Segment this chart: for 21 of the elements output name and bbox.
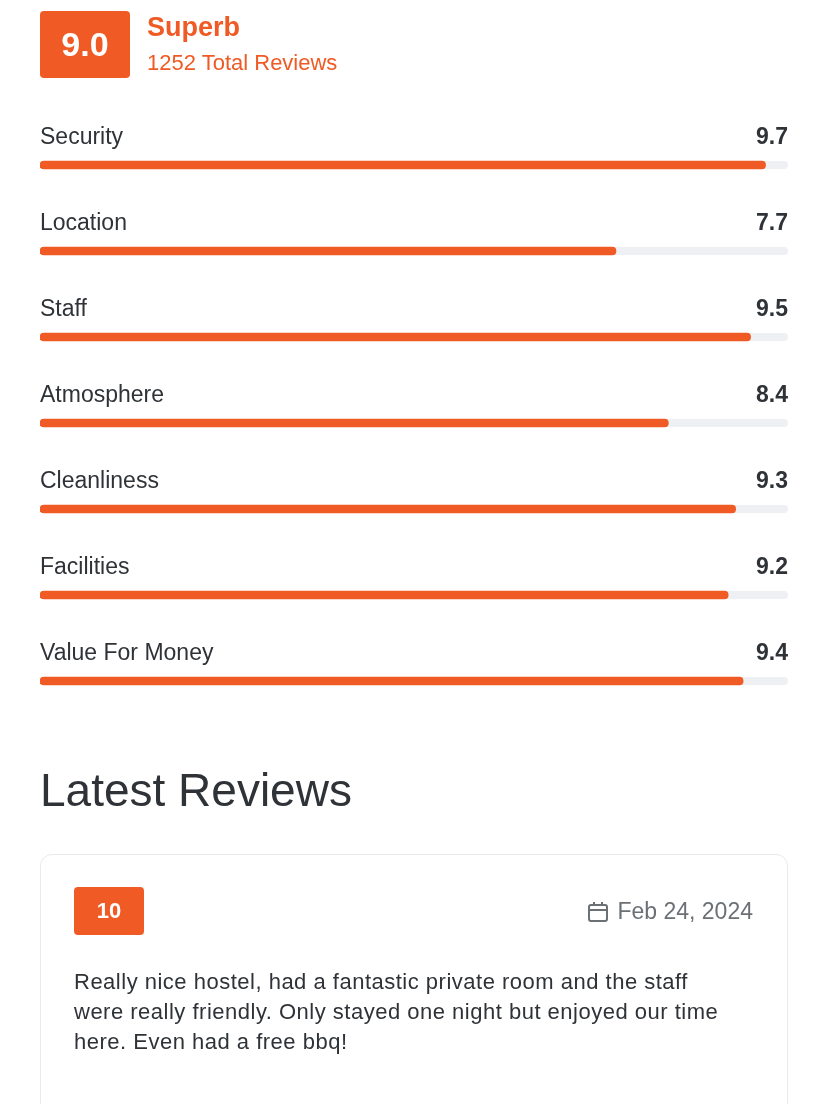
- text: Really nice hostel, had a fantastic private room and the staff were really friendly. Only stayed one night but enjoyed our time here. Even had a free bbq!: [74, 968, 720, 1056]
- chart-title: Superb: [147, 12, 241, 43]
- y-tick-label: Value For Money: [40, 639, 214, 666]
- chart-subtitle: 1252 Total Reviews: [147, 50, 338, 76]
- data-label: 9.4: [756, 639, 789, 666]
- data-label: 7.7: [756, 209, 788, 236]
- data-label: 9.2: [756, 553, 788, 580]
- text: Latest Reviews: [40, 763, 352, 817]
- y-tick-label: Facilities: [40, 553, 130, 580]
- data-label: 9.7: [756, 123, 788, 150]
- y-tick-label: Security: [40, 123, 124, 150]
- text: 10: [74, 887, 144, 935]
- data-label: 9.3: [756, 467, 788, 494]
- y-tick-label: Atmosphere: [40, 381, 165, 408]
- data-label: 8.4: [756, 381, 789, 408]
- text: 9.0: [40, 11, 130, 78]
- text: Feb 24, 2024: [617, 898, 753, 925]
- data-label: 9.5: [756, 295, 789, 322]
- y-tick-label: Cleanliness: [40, 467, 159, 494]
- y-tick-label: Location: [40, 209, 127, 236]
- y-tick-label: Staff: [40, 295, 88, 322]
